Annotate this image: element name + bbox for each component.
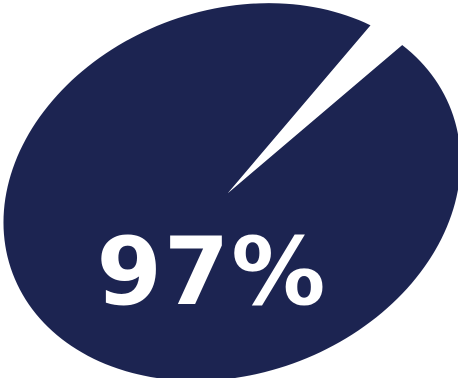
pie-slice-main — [3, 3, 458, 378]
pie-slice-remainder — [228, 25, 403, 193]
pie-data-label: 97% — [97, 218, 328, 327]
pie-slices — [3, 3, 458, 378]
